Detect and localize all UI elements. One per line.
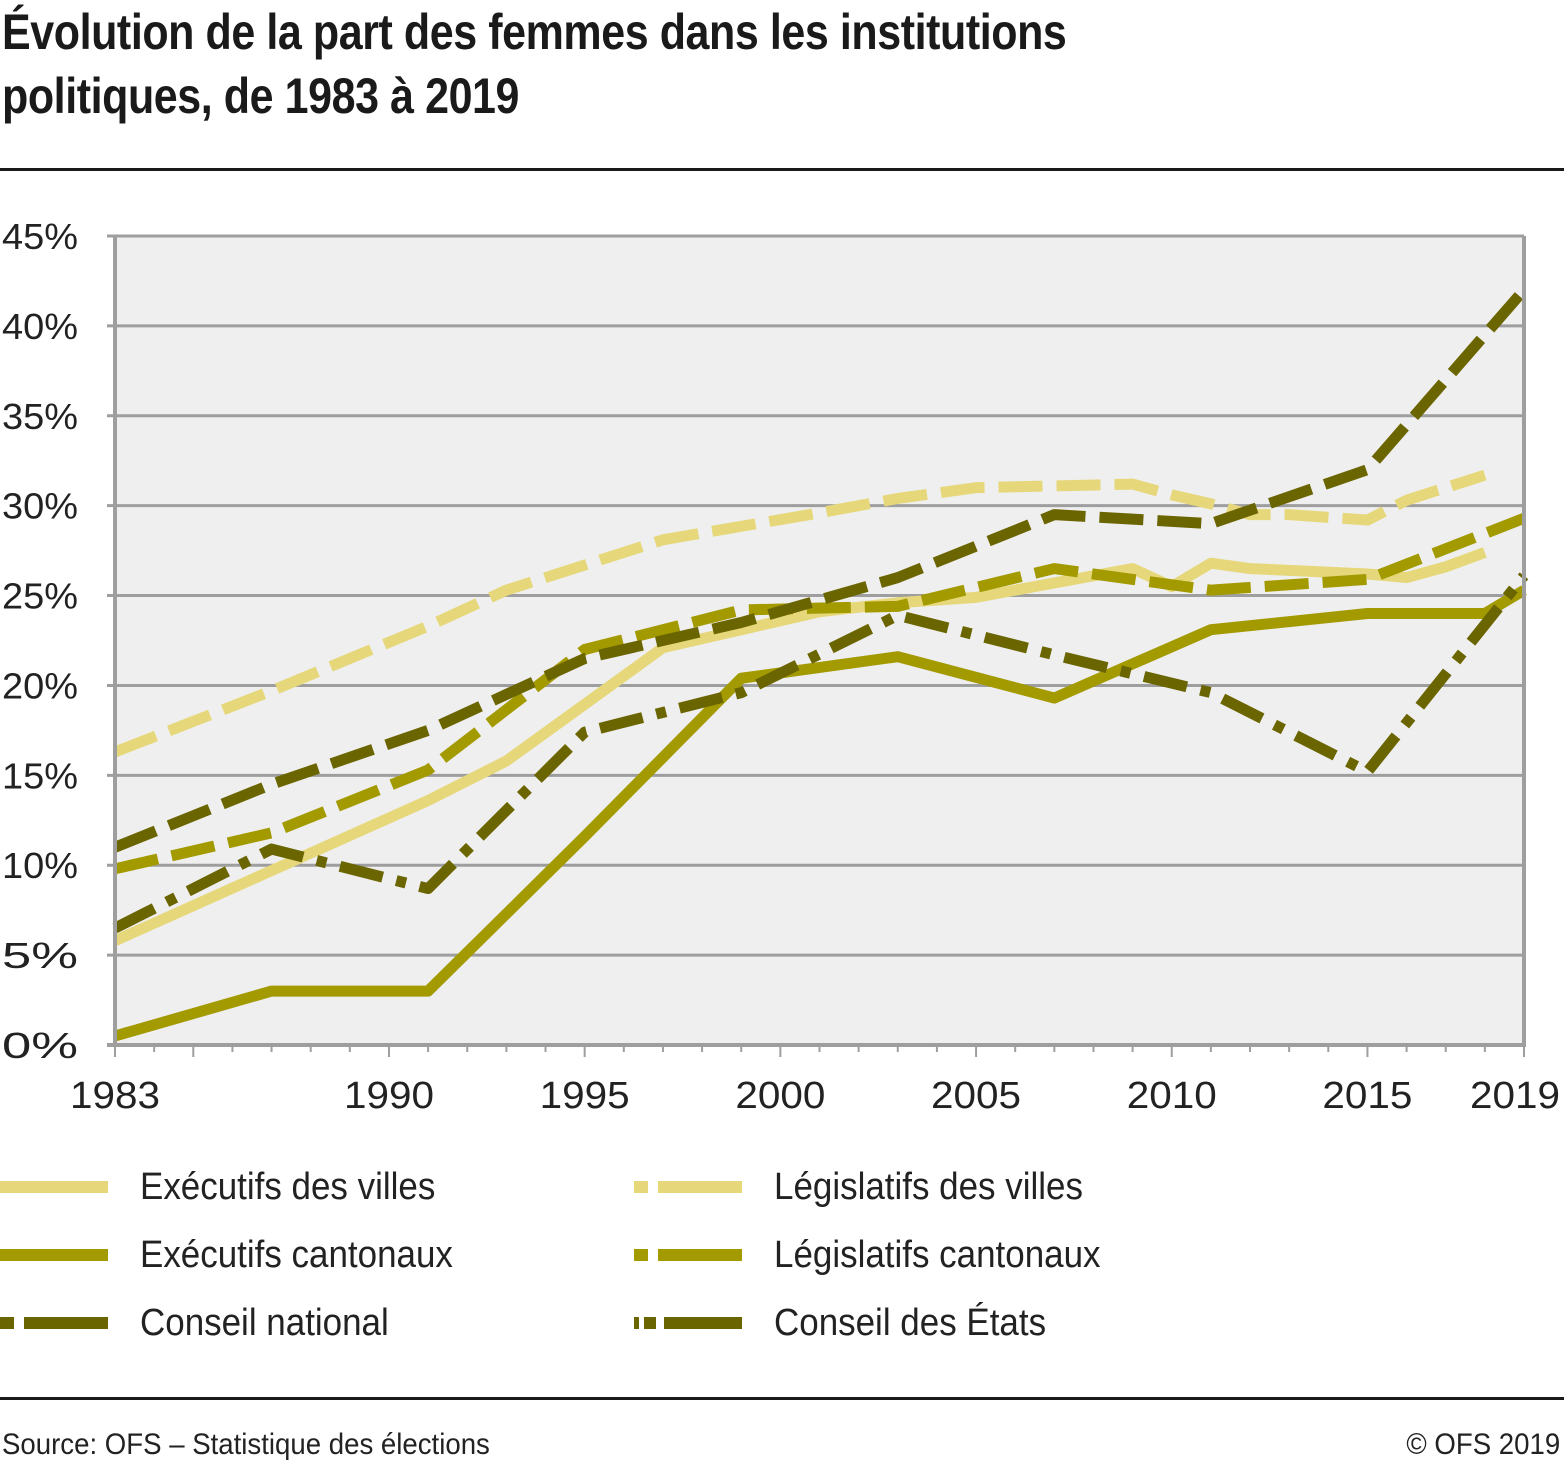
series-line-4 (113, 513, 1527, 875)
y-tick-label: 40% (2, 306, 78, 347)
legend-label: Conseil national (140, 1301, 389, 1344)
legend-swatch-icon (0, 1317, 108, 1329)
line-chart: 0% 5% 10% 15% 20% 25% 30% 35% 40% 45% 1983 1990 199… (2, 216, 1560, 1110)
series-line-6 (112, 572, 1529, 934)
chart-title-line-1: Évolution de la part des femmes dans les… (2, 4, 1067, 60)
series-group (112, 286, 1529, 1042)
series-line-2 (112, 469, 1487, 758)
swatch-segment (644, 1317, 656, 1329)
copyright-note: © OFS 2019 (1406, 1428, 1560, 1461)
y-tick-label: 35% (2, 396, 78, 437)
y-tick-label: 45% (2, 216, 78, 257)
axes (107, 236, 1526, 1057)
swatch-segment (24, 1317, 108, 1329)
x-tick-label: 2000 (735, 1075, 825, 1110)
series-line-3 (113, 585, 1527, 1042)
swatch-segment (0, 1249, 108, 1261)
chart-title-line-2: politiques, de 1983 à 2019 (2, 68, 520, 124)
swatch-segment (658, 1249, 742, 1261)
legend-label: Conseil des États (774, 1301, 1047, 1344)
top-divider (0, 168, 1564, 171)
plot-area (115, 236, 1524, 1045)
x-tick-label: 2010 (1127, 1075, 1217, 1110)
swatch-segment (658, 1181, 742, 1193)
x-tick-label: 1990 (344, 1075, 434, 1110)
legend-item: Exécutifs cantonaux (0, 1230, 480, 1280)
source-note: Source: OFS – Statistique des élections (2, 1428, 490, 1461)
legend-swatch-icon (634, 1317, 742, 1329)
legend-label: Exécutifs des villes (140, 1165, 436, 1208)
legend-swatch-icon (0, 1249, 108, 1261)
x-tick-label: 1983 (70, 1075, 160, 1110)
y-tick-label: 30% (2, 486, 78, 527)
x-tick-label: 1995 (540, 1075, 630, 1110)
y-axis-labels: 0% 5% 10% 15% 20% 25% 30% 35% 40% 45% (2, 216, 78, 1066)
legend-label: Législatifs des villes (774, 1165, 1083, 1208)
chart-title: Évolution de la part des femmes dans les… (2, 0, 1326, 128)
swatch-segment (634, 1317, 639, 1329)
y-tick-label: 5% (2, 935, 78, 976)
legend-item: Exécutifs des villes (0, 1162, 461, 1212)
legend-label: Exécutifs cantonaux (140, 1233, 453, 1276)
legend-item: Conseil des États (634, 1298, 1070, 1348)
y-tick-label: 10% (2, 845, 78, 886)
bottom-divider (0, 1397, 1564, 1400)
x-tick-label: 2015 (1322, 1075, 1412, 1110)
legend-item: Législatifs cantonaux (634, 1230, 1129, 1280)
x-tick-label: 2005 (931, 1075, 1021, 1110)
x-tick-label: 2019 (1470, 1075, 1560, 1110)
swatch-segment (664, 1317, 742, 1329)
legend-item: Conseil national (0, 1298, 410, 1348)
y-tick-label: 15% (2, 755, 78, 796)
series-line-1 (112, 547, 1487, 946)
swatch-segment (634, 1181, 648, 1193)
legend-swatch-icon (634, 1181, 742, 1193)
y-tick-label: 25% (2, 576, 78, 617)
legend-swatch-icon (634, 1249, 742, 1261)
legend-item: Législatifs des villes (634, 1162, 1110, 1212)
swatch-segment (0, 1317, 14, 1329)
y-tick-label: 0% (2, 1025, 78, 1066)
series-line-5 (112, 286, 1529, 853)
swatch-segment (0, 1181, 108, 1193)
swatch-segment (634, 1249, 648, 1261)
legend-swatch-icon (0, 1181, 108, 1193)
legend-label: Législatifs cantonaux (774, 1233, 1101, 1276)
y-tick-label: 20% (2, 665, 78, 706)
x-axis-labels: 1983 1990 1995 2000 2005 2010 2015 2019 (70, 1075, 1560, 1110)
